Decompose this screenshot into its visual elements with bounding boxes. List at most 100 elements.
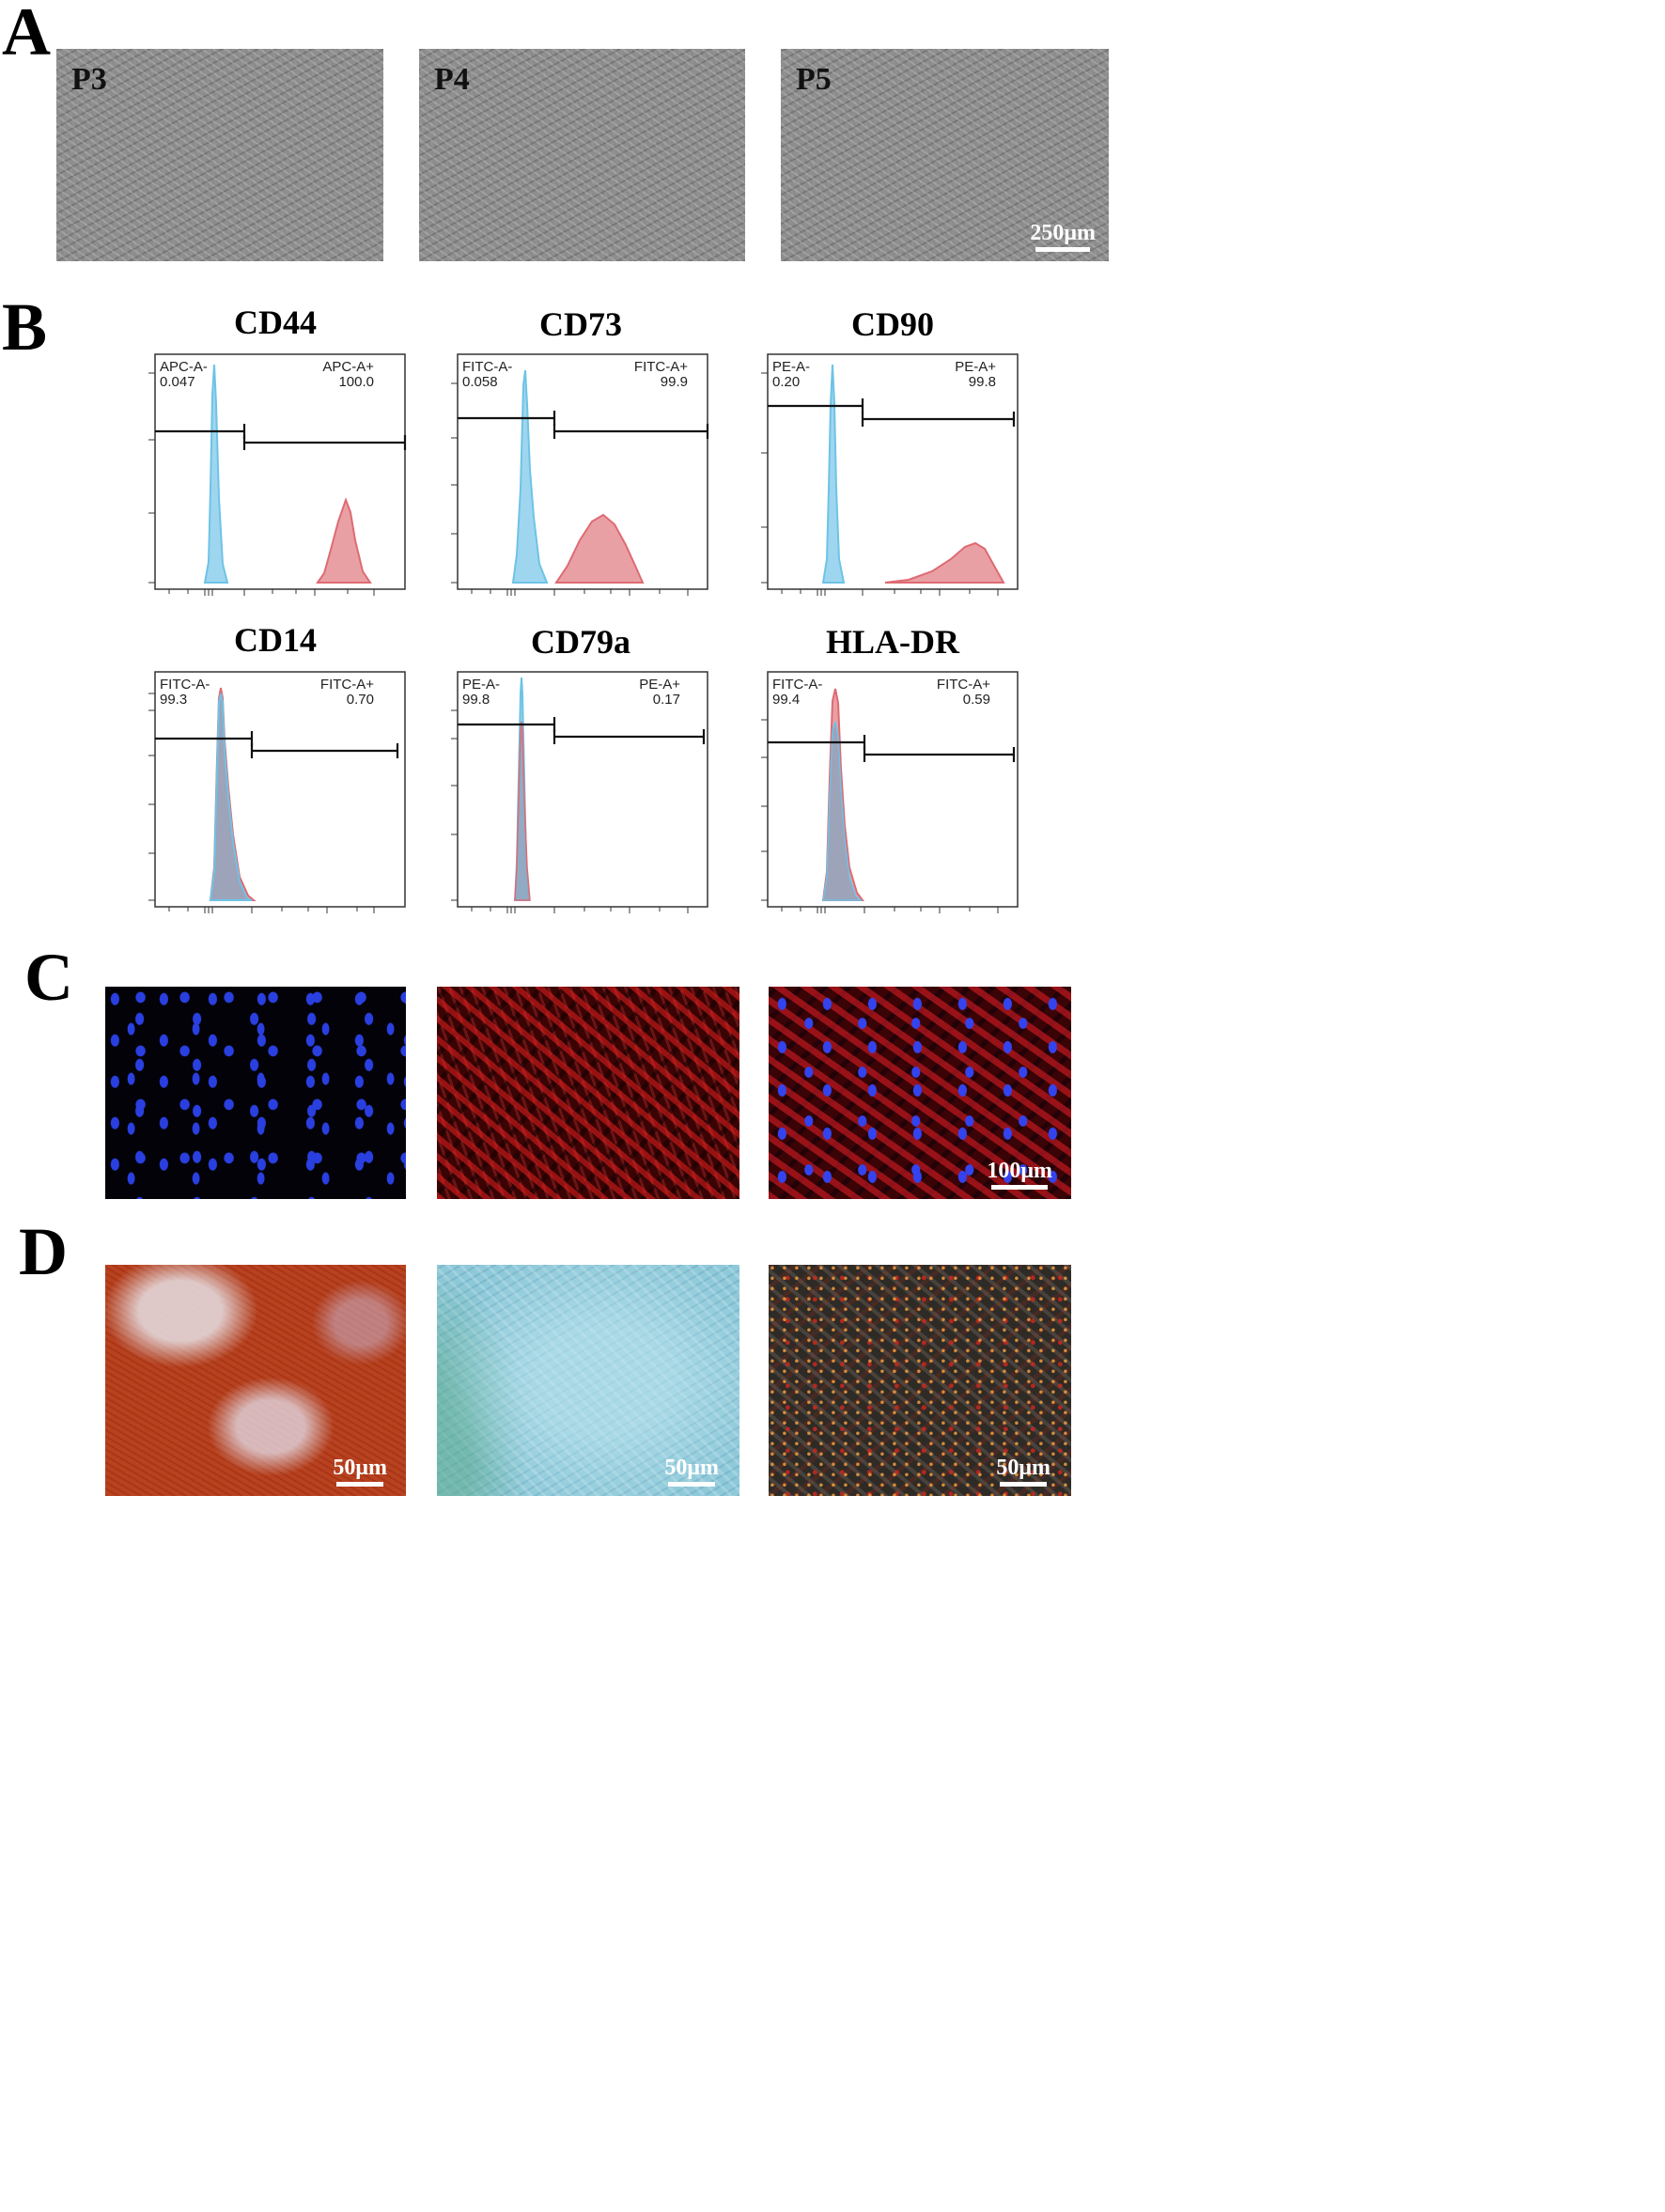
scale-bar-line: [336, 1482, 384, 1487]
positive-gate-value: 0.70: [347, 692, 374, 708]
negative-gate-label: APC-A-: [160, 359, 208, 375]
negative-gate-label: FITC-A-: [772, 677, 822, 693]
histogram-cd44: APC-A- 0.047 APC-A+ 100.0: [132, 348, 413, 606]
fluorescence-dapi: [105, 987, 406, 1199]
negative-gate-value: 0.047: [160, 374, 195, 390]
scale-bar-label: 50μm: [664, 1455, 719, 1480]
scale-bar-label: 50μm: [996, 1455, 1050, 1480]
positive-gate-value: 0.59: [963, 692, 990, 708]
histogram-title-hla-dr: HLA-DR: [826, 623, 959, 661]
panel-label-b: B: [2, 289, 48, 365]
negative-gate-label: PE-A-: [462, 677, 500, 693]
scale-bar-label: 100μm: [987, 1158, 1052, 1183]
y-axis-ticks: [148, 372, 155, 584]
y-axis-ticks: [148, 693, 155, 901]
positive-gate-value: 100.0: [338, 374, 374, 390]
negative-gate-value: 99.8: [462, 692, 490, 708]
scale-bar: 50μm: [996, 1456, 1050, 1487]
plot-frame: [154, 353, 406, 590]
histogram-plot: APC-A- 0.047 APC-A+ 100.0: [148, 353, 407, 596]
plot-frame: [767, 671, 1019, 908]
stain-oil-red: 50μm: [769, 1265, 1071, 1496]
positive-gate-label: FITC-A+: [634, 359, 688, 375]
gate-lines: [155, 424, 407, 450]
y-axis-ticks: [451, 709, 458, 901]
sample-histogram: [316, 497, 372, 584]
histogram-cd73: FITC-A- 0.058 FITC-A+ 99.9: [434, 348, 716, 606]
y-axis-ticks: [761, 719, 768, 901]
positive-gate-value: 99.8: [969, 374, 996, 390]
control-histogram: [203, 364, 229, 584]
histogram-title-cd14: CD14: [234, 621, 317, 659]
control-histogram: [511, 369, 549, 584]
scale-bar: 100μm: [987, 1159, 1052, 1190]
histogram-title-cd79a: CD79a: [531, 623, 630, 661]
histogram-plot: PE-A- 0.20 PE-A+ 99.8: [761, 353, 1019, 596]
x-axis-ticks: [781, 589, 999, 596]
histogram-title-cd44: CD44: [234, 304, 317, 341]
micrograph-p5: P5 250μm: [781, 49, 1109, 261]
gate-lines: [768, 398, 1016, 427]
negative-gate-value: 99.4: [772, 692, 800, 708]
histogram-plot: PE-A- 99.8 PE-A+ 0.17: [451, 671, 708, 913]
scale-bar-line: [668, 1482, 716, 1487]
scale-bar-line: [1000, 1482, 1048, 1487]
scale-bar-label: 50μm: [333, 1455, 387, 1480]
histogram-cd90: PE-A- 0.20 PE-A+ 99.8: [744, 348, 1026, 606]
plot-frame: [457, 671, 708, 908]
histogram-plot: FITC-A- 0.058 FITC-A+ 99.9: [451, 353, 709, 596]
positive-gate-label: APC-A+: [322, 359, 374, 375]
negative-gate-label: PE-A-: [772, 359, 810, 375]
control-histogram: [209, 693, 253, 901]
histogram-title-cd90: CD90: [851, 305, 934, 343]
histogram-cd79a: PE-A- 99.8 PE-A+ 0.17: [434, 665, 716, 924]
negative-gate-value: 0.058: [462, 374, 498, 390]
positive-gate-label: FITC-A+: [937, 677, 990, 693]
negative-gate-label: FITC-A-: [462, 359, 512, 375]
x-axis-ticks: [781, 907, 999, 913]
plot-frame: [154, 671, 406, 908]
histogram-plot: FITC-A- 99.4 FITC-A+ 0.59: [761, 671, 1019, 913]
sample-histogram: [514, 721, 531, 901]
positive-gate-value: 0.17: [653, 692, 680, 708]
positive-gate-label: PE-A+: [639, 677, 680, 693]
negative-gate-label: FITC-A-: [160, 677, 210, 693]
gate-lines: [458, 411, 709, 439]
scale-bar-label: 250μm: [1030, 220, 1096, 245]
stain-alcian-blue: 50μm: [437, 1265, 739, 1496]
control-histogram: [822, 721, 864, 901]
panel-label-a: A: [2, 0, 51, 70]
fluorescence-red: [437, 987, 739, 1199]
histogram-hla-dr: FITC-A- 99.4 FITC-A+ 0.59: [744, 665, 1026, 924]
positive-gate-label: FITC-A+: [320, 677, 374, 693]
scale-bar: 50μm: [333, 1456, 387, 1487]
y-axis-ticks: [451, 382, 458, 584]
x-axis-ticks: [471, 907, 689, 913]
scale-bar: 250μm: [1030, 221, 1096, 252]
negative-gate-value: 99.3: [160, 692, 187, 708]
scale-bar-line: [1035, 247, 1091, 252]
positive-gate-label: PE-A+: [955, 359, 996, 375]
micrograph-p4: P4: [419, 49, 745, 261]
x-axis-ticks: [168, 907, 375, 913]
y-axis-ticks: [761, 372, 768, 584]
panel-label-c: C: [24, 940, 73, 1015]
passage-label: P5: [796, 62, 832, 97]
passage-label: P4: [434, 62, 470, 97]
histogram-title-cd73: CD73: [539, 305, 622, 343]
x-axis-ticks: [168, 589, 375, 596]
control-histogram: [821, 364, 846, 584]
sample-histogram: [554, 513, 645, 584]
x-axis-ticks: [471, 589, 689, 596]
passage-label: P3: [71, 62, 107, 97]
positive-gate-value: 99.9: [661, 374, 688, 390]
negative-gate-value: 0.20: [772, 374, 800, 390]
stain-alizarin-red: 50μm: [105, 1265, 406, 1496]
micrograph-p3: P3: [56, 49, 383, 261]
gate-lines: [458, 717, 706, 744]
histogram-plot: FITC-A- 99.3 FITC-A+ 0.70: [148, 671, 406, 913]
panel-label-d: D: [19, 1214, 68, 1289]
gate-lines: [768, 735, 1016, 762]
fluorescence-merge: 100μm: [769, 987, 1071, 1199]
histogram-cd14: FITC-A- 99.3 FITC-A+ 0.70: [132, 665, 413, 924]
